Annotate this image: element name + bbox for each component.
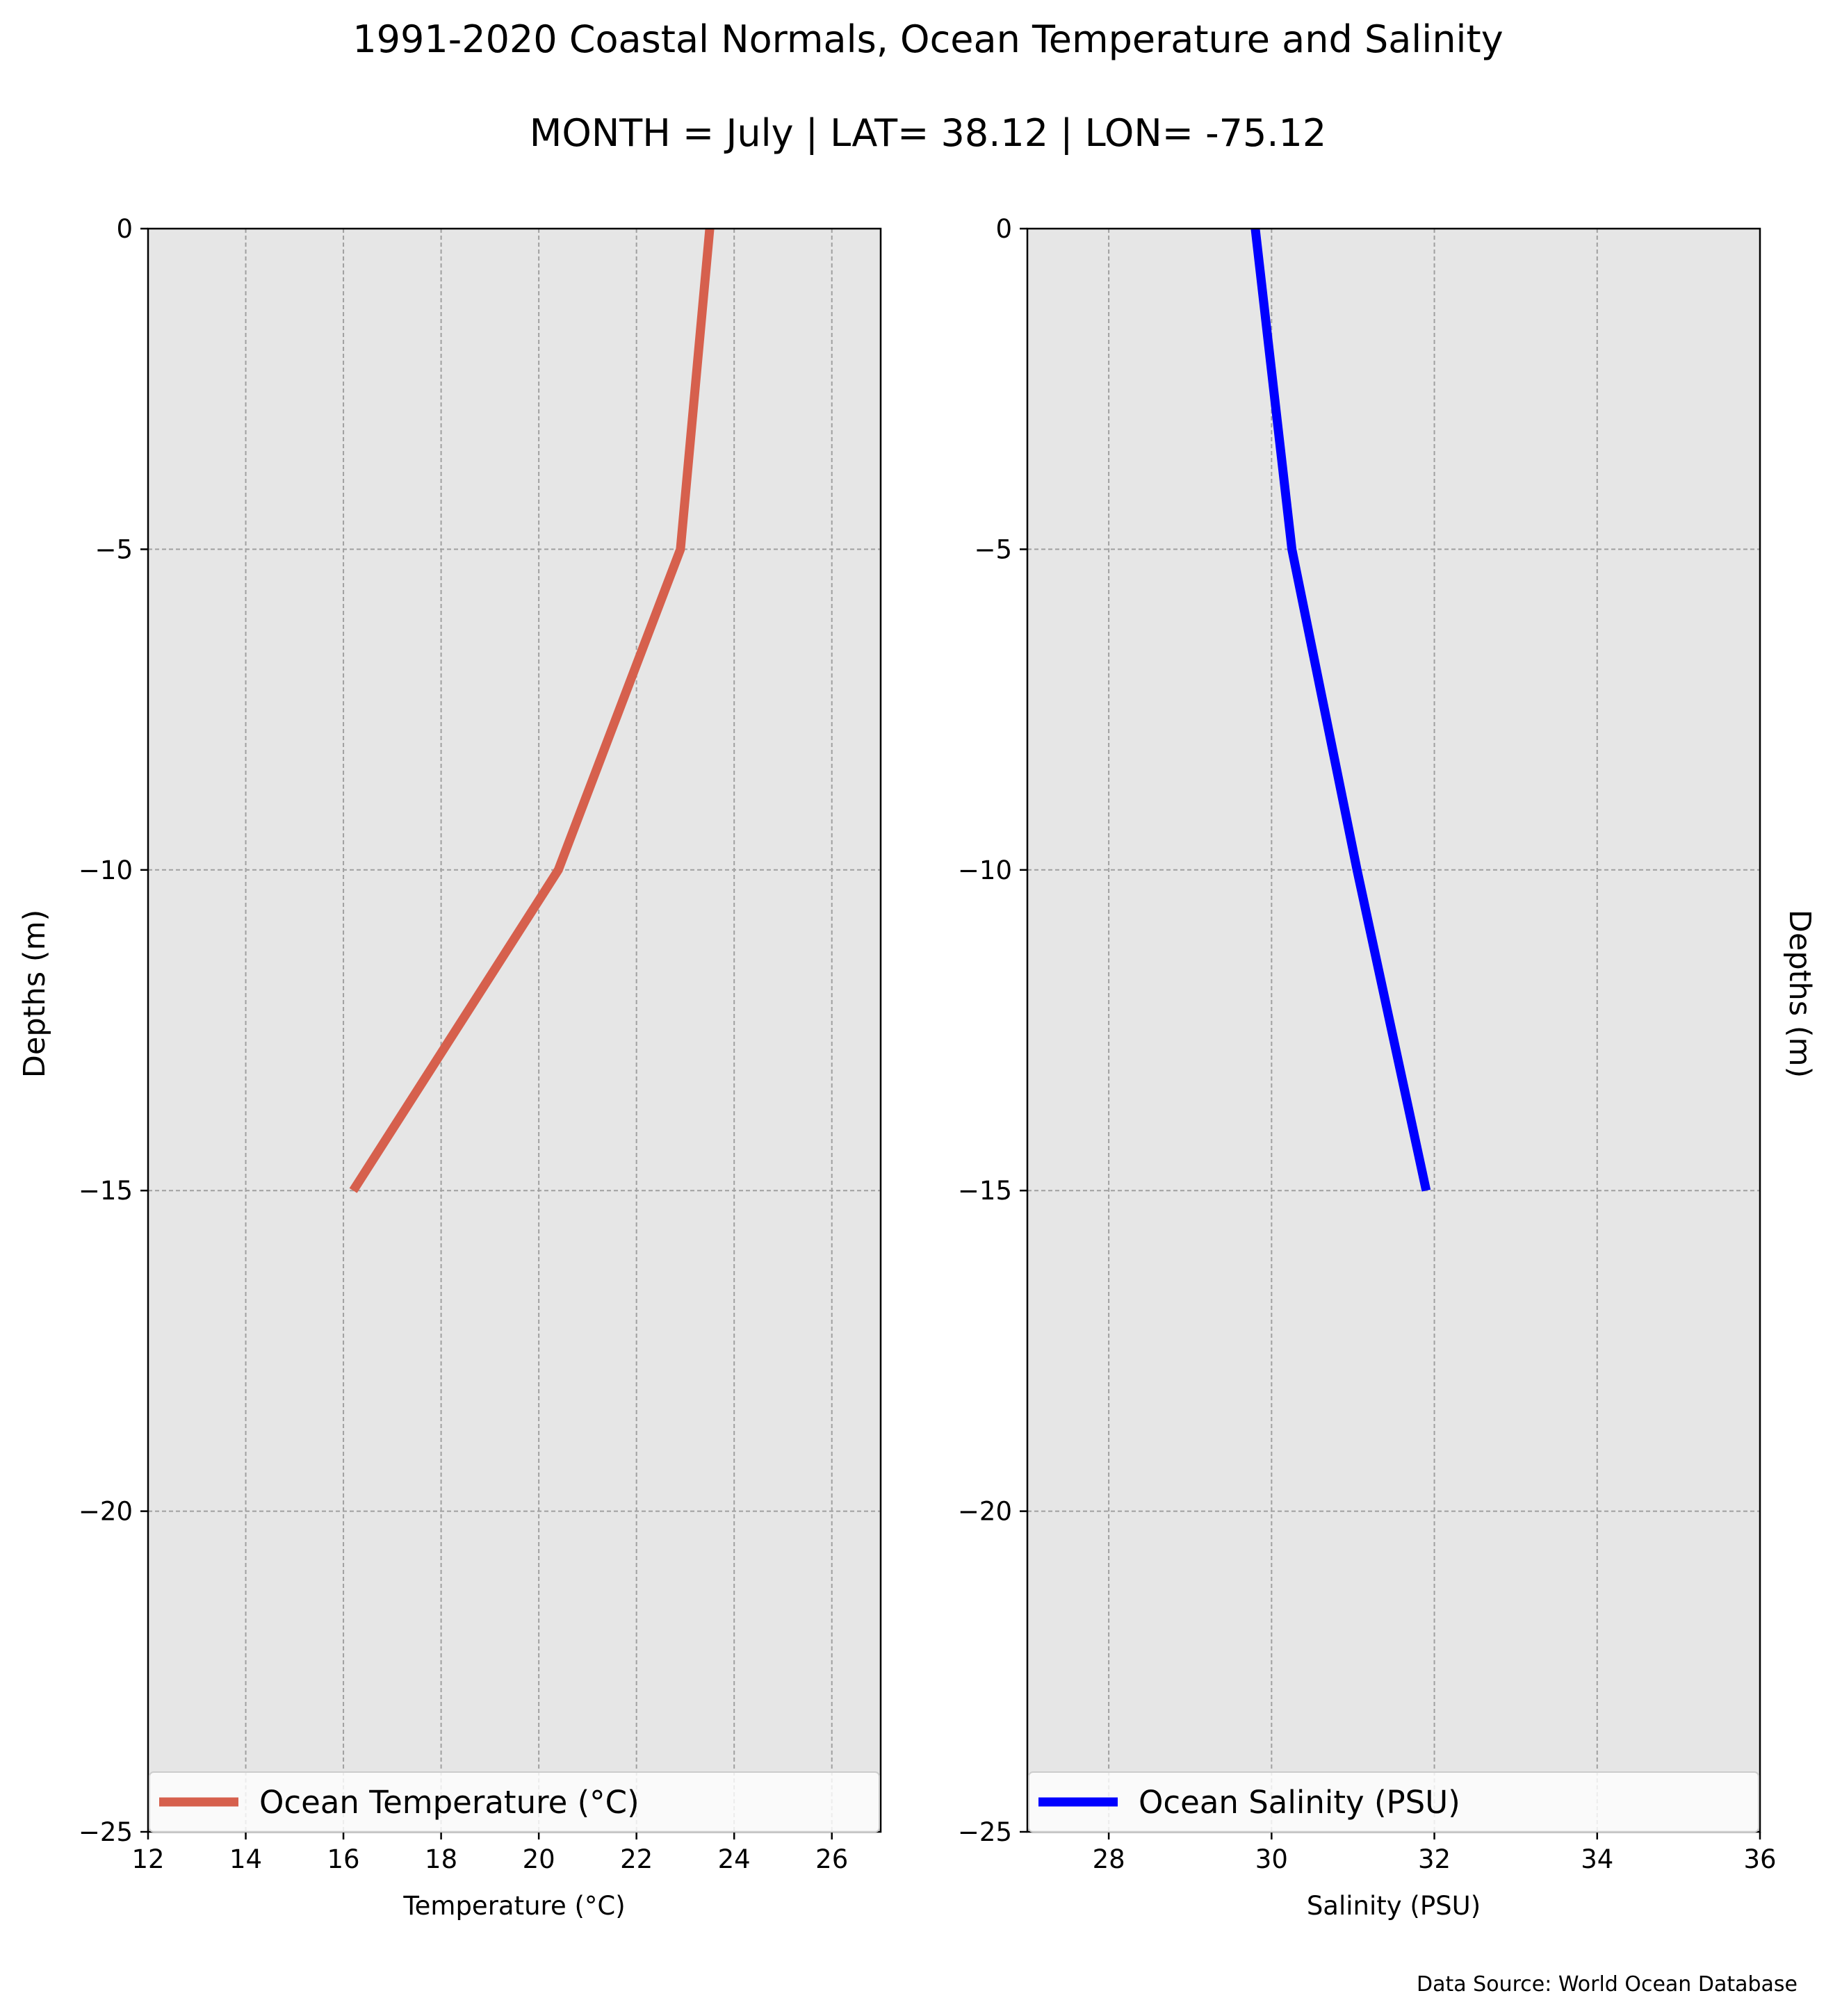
chart-title: 1991-2020 Coastal Normals, Ocean Tempera…: [352, 17, 1503, 61]
salinity-y-tick-label: −10: [958, 855, 1012, 885]
salinity-y-tick-label: −5: [974, 534, 1012, 564]
temperature-x-tick-label: 12: [131, 1844, 164, 1874]
salinity-y-axis-label: Depths (m): [1782, 910, 1817, 1078]
temperature-y-tick-label: −25: [79, 1817, 133, 1847]
salinity-y-tick-label: −15: [958, 1176, 1012, 1206]
salinity-x-tick-label: 30: [1255, 1844, 1288, 1874]
temperature-x-tick-label: 24: [718, 1844, 751, 1874]
salinity-series-line: [1250, 228, 1431, 1192]
data-source-note: Data Source: World Ocean Database: [1417, 1972, 1798, 1997]
temperature-x-tick-label: 26: [815, 1844, 848, 1874]
salinity-legend-label: Ocean Salinity (PSU): [1139, 1784, 1460, 1821]
temperature-x-tick-label: 16: [327, 1844, 360, 1874]
temperature-panel: 12 14 16 18 20 22 24 26 0 −5 −10 −15 −20 −25 Temperatu…: [79, 214, 882, 1921]
salinity-x-tick-label: 36: [1743, 1844, 1776, 1874]
temperature-legend-label: Ocean Temperature (°C): [259, 1784, 639, 1821]
temperature-x-axis-label: Temperature (°C): [402, 1891, 625, 1921]
temperature-y-tick-label: −15: [79, 1176, 133, 1206]
temperature-x-tick-label: 20: [523, 1844, 555, 1874]
salinity-x-tick-label: 34: [1581, 1844, 1613, 1874]
salinity-y-tick-label: 0: [995, 214, 1012, 244]
temperature-legend: [149, 1771, 880, 1833]
salinity-y-tick-label: −25: [958, 1817, 1012, 1847]
temperature-x-tick-label: 18: [425, 1844, 457, 1874]
temperature-y-tick-label: 0: [116, 214, 133, 244]
temperature-y-tick-label: −20: [79, 1497, 133, 1527]
temperature-x-tick-label: 14: [229, 1844, 262, 1874]
salinity-legend: [1028, 1771, 1759, 1833]
salinity-panel: 28 30 32 34 36 0 −5 −10 −15 −20 −25 Salinity (PSU) O…: [958, 214, 1777, 1921]
temperature-series-line: [349, 228, 715, 1193]
temperature-y-tick-label: −5: [95, 534, 133, 564]
temperature-plot-area: [148, 229, 881, 1832]
temperature-y-axis-label: Depths (m): [17, 910, 52, 1078]
salinity-x-tick-label: 28: [1093, 1844, 1125, 1874]
salinity-y-tick-label: −20: [958, 1497, 1012, 1527]
salinity-x-axis-label: Salinity (PSU): [1307, 1891, 1481, 1921]
temperature-y-tick-label: −10: [79, 855, 133, 885]
salinity-x-tick-label: 32: [1418, 1844, 1451, 1874]
chart-subtitle: MONTH = July | LAT= 38.12 | LON= -75.12: [530, 111, 1326, 155]
temperature-x-tick-label: 22: [620, 1844, 653, 1874]
